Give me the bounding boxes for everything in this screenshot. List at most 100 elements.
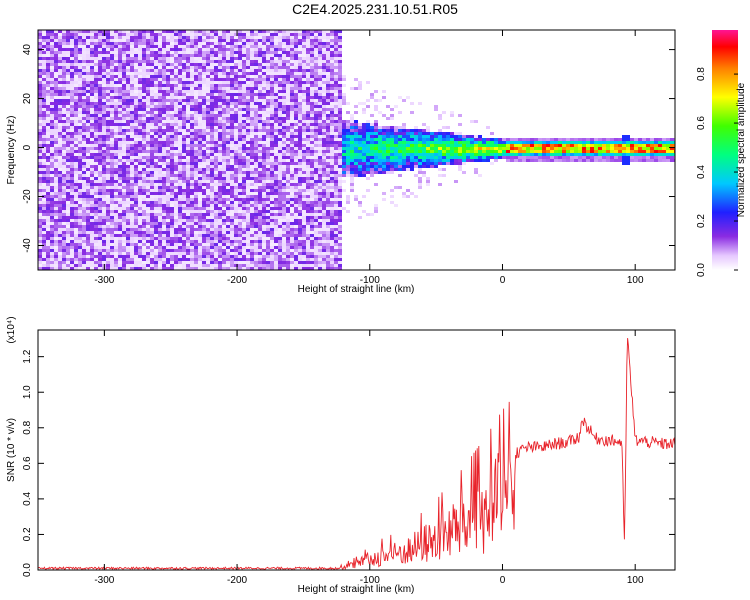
heatmap-cell xyxy=(54,57,58,60)
heatmap-cell xyxy=(218,207,222,210)
heatmap-cell xyxy=(138,237,142,240)
heatmap-cell xyxy=(74,216,78,219)
heatmap-cell xyxy=(230,54,234,57)
heatmap-cell xyxy=(38,264,42,267)
heatmap-cell xyxy=(210,192,214,195)
heatmap-cell xyxy=(242,138,246,141)
heatmap-cell xyxy=(118,222,122,225)
heatmap-cell xyxy=(186,87,190,90)
heatmap-cell xyxy=(130,81,134,84)
heatmap-cell xyxy=(186,258,190,261)
heatmap-cell xyxy=(190,237,194,240)
heatmap-cell xyxy=(110,150,114,153)
heatmap-cell xyxy=(82,57,86,60)
heatmap-cell xyxy=(282,243,286,246)
heatmap-cell xyxy=(54,111,58,114)
heatmap-cell xyxy=(142,156,146,159)
heatmap-cell xyxy=(214,261,218,264)
heatmap-cell xyxy=(262,132,266,135)
heatmap-cell xyxy=(78,42,82,45)
heatmap-cell xyxy=(58,240,62,243)
heatmap-cell xyxy=(246,234,250,237)
heatmap-cell xyxy=(238,75,242,78)
heatmap-cell xyxy=(158,210,162,213)
heatmap-cell xyxy=(266,255,270,258)
heatmap-cell xyxy=(274,126,278,129)
heatmap-cell xyxy=(110,201,114,204)
heatmap-cell xyxy=(234,60,238,63)
heatmap-cell xyxy=(146,99,150,102)
heatmap-cell xyxy=(214,183,218,186)
heatmap-cell xyxy=(154,219,158,222)
heatmap-cell xyxy=(74,228,78,231)
heatmap-cell xyxy=(202,165,206,168)
heatmap-cell xyxy=(234,192,238,195)
heatmap-cell xyxy=(174,246,178,249)
heatmap-cell xyxy=(266,33,270,36)
heatmap-cell xyxy=(170,204,174,207)
heatmap-cell xyxy=(74,81,78,84)
heatmap-cell xyxy=(126,45,130,48)
heatmap-cell xyxy=(158,72,162,75)
heatmap-cell xyxy=(50,240,54,243)
heatmap-cell xyxy=(110,36,114,39)
heatmap-cell xyxy=(142,66,146,69)
heatmap-cell xyxy=(162,177,166,180)
heatmap-cell xyxy=(102,42,106,45)
heatmap-cell xyxy=(274,237,278,240)
heatmap-cell xyxy=(226,201,230,204)
heatmap-cell xyxy=(266,174,270,177)
heatmap-cell xyxy=(286,93,290,96)
heatmap-cell xyxy=(206,165,210,168)
heatmap-cell xyxy=(154,204,158,207)
heatmap-cell xyxy=(154,105,158,108)
heatmap-cell xyxy=(262,231,266,234)
heatmap-cell xyxy=(170,57,174,60)
heatmap-cell xyxy=(98,231,102,234)
heatmap-cell xyxy=(274,261,278,264)
heatmap-cell xyxy=(226,123,230,126)
heatmap-cell xyxy=(50,90,54,93)
heatmap-cell xyxy=(178,117,182,120)
heatmap-cell xyxy=(54,243,58,246)
heatmap-cell xyxy=(150,45,154,48)
heatmap-cell xyxy=(182,81,186,84)
heatmap-cell xyxy=(158,147,162,150)
heatmap-cell xyxy=(166,204,170,207)
heatmap-cell xyxy=(262,171,266,174)
heatmap-cell xyxy=(218,225,222,228)
heatmap-cell xyxy=(270,264,274,267)
heatmap-cell xyxy=(162,261,166,264)
heatmap-cell xyxy=(182,90,186,93)
heatmap-cell xyxy=(210,252,214,255)
heatmap-cell xyxy=(238,69,242,72)
heatmap-cell xyxy=(82,222,86,225)
heatmap-cell xyxy=(126,54,130,57)
heatmap-cell xyxy=(202,33,206,36)
heatmap-cell xyxy=(82,141,86,144)
heatmap-cell xyxy=(258,222,262,225)
heatmap-cell xyxy=(74,201,78,204)
heatmap-cell xyxy=(54,81,58,84)
heatmap-cell xyxy=(270,132,274,135)
heatmap-cell xyxy=(90,219,94,222)
heatmap-cell xyxy=(98,117,102,120)
heatmap-cell xyxy=(278,60,282,63)
heatmap-cell xyxy=(250,180,254,183)
heatmap-cell xyxy=(138,186,142,189)
heatmap-cell xyxy=(54,255,58,258)
heatmap-cell xyxy=(198,186,202,189)
heatmap-cell xyxy=(118,99,122,102)
heatmap-cell xyxy=(106,72,110,75)
heatmap-cell xyxy=(110,39,114,42)
heatmap-cell xyxy=(282,171,286,174)
heatmap-cell xyxy=(118,48,122,51)
heatmap-cell xyxy=(150,114,154,117)
heatmap-cell xyxy=(138,141,142,144)
heatmap-cell xyxy=(230,264,234,267)
heatmap-cell xyxy=(270,153,274,156)
heatmap-cell xyxy=(50,261,54,264)
heatmap-cell xyxy=(270,258,274,261)
heatmap-cell xyxy=(42,171,46,174)
heatmap-cell xyxy=(142,189,146,192)
